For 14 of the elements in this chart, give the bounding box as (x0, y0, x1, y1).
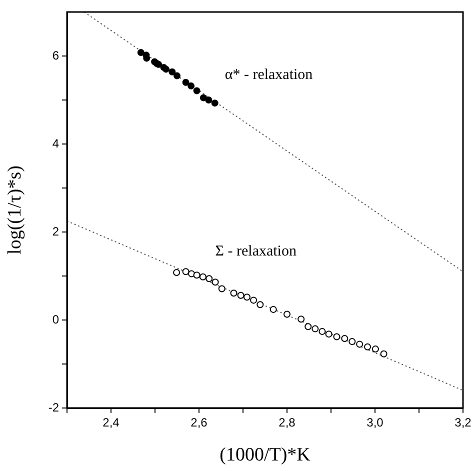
y-tick-label: -2 (48, 400, 60, 414)
series-label: α* - relaxation (224, 66, 314, 83)
x-tick-label: 2,8 (278, 416, 296, 430)
y-tick-label: 6 (52, 48, 60, 62)
x-tick-label: 2,4 (102, 416, 120, 430)
y-tick-label: 4 (52, 136, 60, 150)
y-tick-label: 2 (52, 224, 60, 238)
x-tick-label: 3,2 (454, 416, 472, 430)
y-tick-label: 0 (52, 312, 60, 326)
x-axis-title: (1000/T)*K (220, 444, 311, 466)
x-tick-label: 3,0 (366, 416, 384, 430)
series-label: Σ - relaxation (215, 244, 297, 260)
x-tick-label: 2,6 (190, 416, 208, 430)
y-axis-title: log((1/τ)*s) (4, 166, 26, 254)
